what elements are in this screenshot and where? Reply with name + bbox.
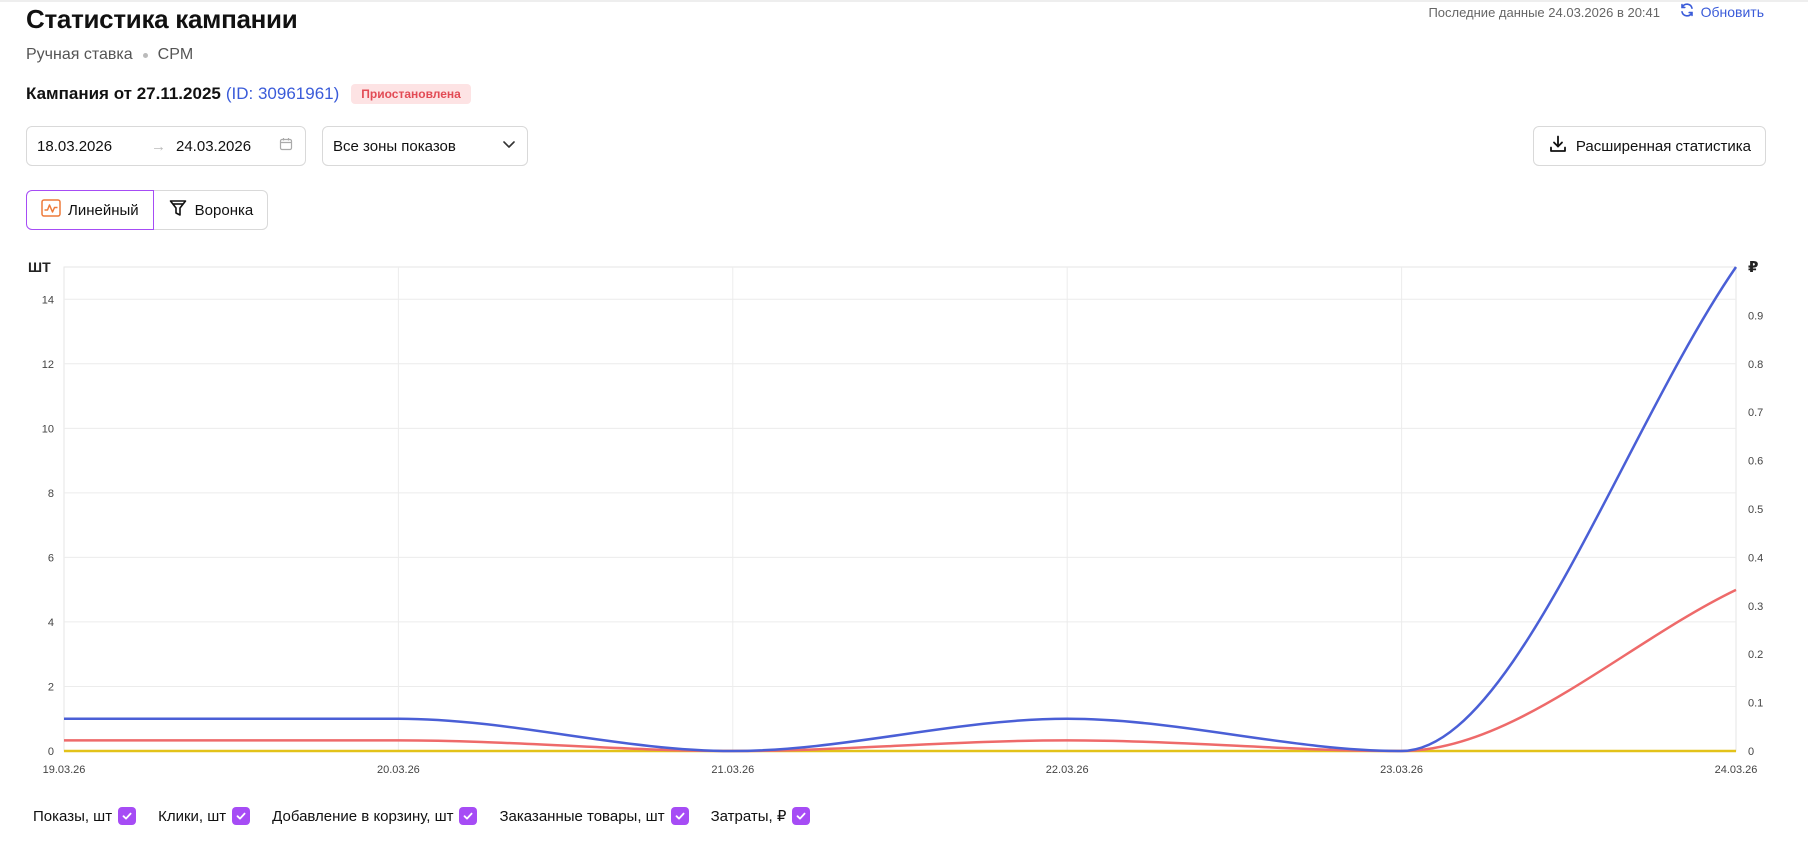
chevron-down-icon — [501, 136, 517, 156]
x-tick-label: 20.03.26 — [377, 764, 420, 776]
x-tick-label: 19.03.26 — [43, 764, 86, 776]
pricing-model: CPM — [157, 46, 194, 63]
y-right-tick-label: 0.3 — [1748, 601, 1763, 613]
y-left-tick-label: 0 — [48, 746, 54, 758]
checkbox-checked-icon[interactable] — [459, 807, 478, 825]
refresh-button[interactable]: Обновить — [1679, 2, 1764, 21]
download-icon — [1548, 134, 1568, 158]
chart-legend: Показы, шт Клики, шт Добавление в корзину,… — [33, 807, 832, 825]
last-data-timestamp: Последние данные 24.03.2026 в 20:41 — [1428, 5, 1660, 20]
tab-line-chart-label: Линейный — [68, 201, 139, 219]
campaign-subline: Ручная ставка CPM — [26, 46, 193, 64]
x-tick-label: 23.03.26 — [1380, 764, 1423, 776]
x-tick-label: 21.03.26 — [711, 764, 754, 776]
status-badge: Приостановлена — [351, 84, 471, 104]
line-chart-icon — [41, 199, 61, 221]
legend-item[interactable]: Клики, шт — [158, 807, 251, 825]
y-right-tick-label: 0.7 — [1748, 407, 1763, 419]
legend-item-label: Показы, шт — [33, 807, 113, 825]
arrow-right-icon: → — [151, 137, 166, 155]
y-right-tick-label: 0.6 — [1748, 456, 1763, 468]
chart-view-toggle: Линейный Воронка — [26, 190, 269, 230]
checkbox-checked-icon[interactable] — [232, 807, 251, 825]
bid-type: Ручная ставка — [26, 46, 133, 63]
top-border — [0, 0, 1808, 2]
y-left-tick-label: 4 — [48, 617, 54, 629]
separator-dot — [142, 52, 148, 58]
zones-select-value: Все зоны показов — [333, 137, 456, 155]
campaign-id[interactable]: (ID: 30961961) — [225, 84, 340, 103]
y-right-tick-label: 0.4 — [1748, 552, 1763, 564]
x-tick-label: 24.03.26 — [1715, 764, 1758, 776]
y-right-tick-label: 0.8 — [1748, 359, 1763, 371]
extended-stats-label: Расширенная статистика — [1575, 137, 1751, 155]
tab-line-chart[interactable]: Линейный — [26, 190, 154, 230]
series-line-0 — [64, 266, 1738, 753]
legend-item[interactable]: Добавление в корзину, шт — [272, 807, 478, 825]
calendar-icon[interactable] — [279, 137, 293, 155]
y-right-tick-label: 0.1 — [1748, 698, 1763, 710]
campaign-name: Кампания от 27.11.2025 — [26, 84, 221, 103]
y-right-tick-label: 0.2 — [1748, 649, 1763, 661]
y-right-axis-label: ₽ — [1748, 259, 1758, 276]
series-line-1 — [63, 588, 1737, 753]
y-left-tick-label: 12 — [42, 359, 54, 371]
x-tick-label: 22.03.26 — [1046, 764, 1089, 776]
refresh-label: Обновить — [1700, 3, 1764, 20]
legend-item[interactable]: Заказанные товары, шт — [499, 807, 689, 825]
legend-item[interactable]: Затраты, ₽ — [711, 807, 811, 825]
y-left-tick-label: 10 — [42, 423, 54, 435]
extended-stats-button[interactable]: Расширенная статистика — [1532, 126, 1766, 166]
legend-item-label: Добавление в корзину, шт — [272, 807, 454, 825]
y-left-tick-label: 6 — [48, 552, 54, 564]
refresh-icon — [1679, 2, 1695, 21]
checkbox-checked-icon[interactable] — [118, 807, 137, 825]
y-left-tick-label: 8 — [48, 488, 54, 500]
page-title: Статистика кампании — [26, 4, 298, 34]
date-from[interactable]: 18.03.2026 — [37, 137, 113, 155]
date-to[interactable]: 24.03.2026 — [176, 137, 252, 155]
y-right-tick-label: 0 — [1748, 746, 1754, 758]
line-chart: 0 2 4 6 8 10 12 14 0 0.1 0.2 0.3 0.4 0.5 0.6 0.7 0.8 0.9 1… — [28, 259, 1763, 776]
plot-frame — [63, 266, 1737, 752]
legend-item[interactable]: Показы, шт — [33, 807, 137, 825]
y-right-tick-label: 0.9 — [1748, 310, 1763, 322]
legend-item-label: Клики, шт — [158, 807, 227, 825]
campaign-info: Кампания от 27.11.2025 (ID: 30961961) Пр… — [26, 84, 471, 104]
zones-select[interactable]: Все зоны показов — [322, 126, 528, 166]
legend-item-label: Заказанные товары, шт — [499, 807, 665, 825]
checkbox-checked-icon[interactable] — [792, 807, 811, 825]
y-left-axis-label: ШТ — [28, 259, 51, 275]
legend-item-label: Затраты, ₽ — [710, 808, 787, 825]
tab-funnel-label: Воронка — [194, 201, 254, 219]
y-left-tick-label: 2 — [48, 681, 54, 693]
y-right-tick-label: 0.5 — [1748, 504, 1763, 516]
date-range-picker[interactable]: 18.03.2026 → 24.03.2026 — [26, 126, 306, 166]
tab-funnel[interactable]: Воронка — [153, 190, 269, 230]
checkbox-checked-icon[interactable] — [670, 807, 689, 825]
funnel-icon — [168, 198, 188, 222]
y-left-tick-label: 14 — [42, 294, 54, 306]
